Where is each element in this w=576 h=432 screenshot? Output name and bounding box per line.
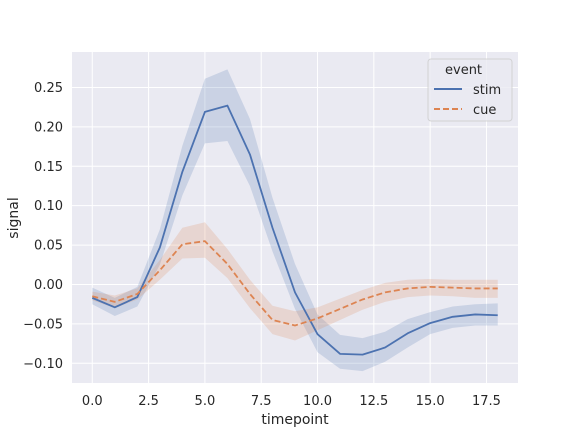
y-tick-label: 0.00: [34, 278, 63, 293]
stim-line: [91, 104, 498, 356]
y-tick-labels: −0.10 −0.05 0.00 0.05 0.10 0.15 0.20 0.25: [23, 81, 63, 372]
legend-stim-label: stim: [473, 83, 501, 98]
x-tick-label: 5.0: [195, 394, 216, 409]
cue-line: [92, 240, 498, 327]
x-tick-label: 17.5: [472, 394, 501, 409]
x-tick-label: 15.0: [416, 394, 445, 409]
x-tick-label: 0.0: [82, 394, 103, 409]
x-tick-label: 2.5: [138, 394, 159, 409]
y-tick-label: 0.25: [34, 81, 63, 96]
y-tick-label: 0.05: [34, 239, 63, 254]
y-tick-label: 0.10: [34, 199, 63, 214]
y-tick-label: 0.20: [34, 120, 63, 135]
x-tick-labels: 0.0 2.5 5.0 7.5 10.0 12.5 15.0 17.5: [82, 394, 501, 409]
x-tick-label: 12.5: [359, 394, 388, 409]
y-axis-label: signal: [6, 197, 22, 238]
x-tick-label: 7.5: [251, 394, 272, 409]
legend-title: event: [445, 63, 482, 78]
y-tick-label: −0.10: [23, 357, 63, 372]
y-tick-label: 0.15: [34, 160, 63, 175]
cue-confidence-band: [92, 222, 498, 341]
stim-confidence-band: [92, 69, 498, 372]
x-tick-label: 10.0: [303, 394, 332, 409]
legend-box: [427, 58, 513, 122]
legend-cue-label: cue: [473, 103, 496, 118]
y-tick-label: −0.05: [23, 317, 63, 332]
x-axis-label: timepoint: [261, 412, 329, 428]
legend: event stim cue: [427, 58, 513, 122]
series-lines: [91, 104, 498, 356]
confidence-bands: [92, 69, 498, 372]
